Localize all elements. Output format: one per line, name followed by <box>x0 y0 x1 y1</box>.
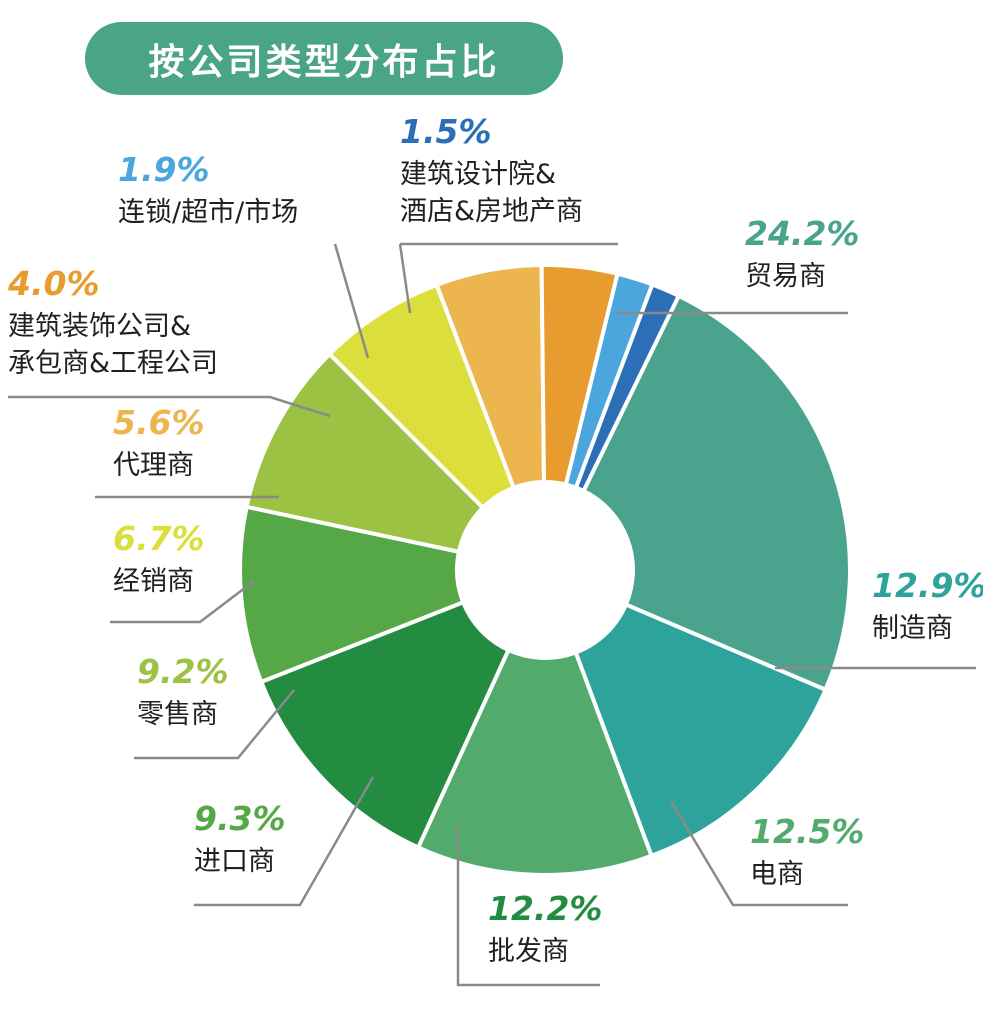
slice-category-label: 零售商 <box>137 699 218 730</box>
slice-percent-label: 4.0% <box>7 264 100 303</box>
pie-slice <box>573 282 681 493</box>
slice-category-label: 建筑设计院& <box>400 159 556 190</box>
slice-category-label: 建筑装饰公司& <box>8 311 191 342</box>
pie-slice <box>573 602 828 858</box>
slice-percent-label: 12.5% <box>750 812 865 851</box>
slices <box>238 263 852 877</box>
slice-category-label: 电商 <box>750 859 804 890</box>
slice-percent-label: 1.5% <box>400 112 492 151</box>
slice-category-label: 制造商 <box>872 613 953 644</box>
slice-category-label: 连锁/超市/市场 <box>118 197 298 228</box>
slice-category-label: 承包商&工程公司 <box>8 348 218 379</box>
pie-slice <box>244 352 485 554</box>
slice-category-label: 代理商 <box>113 450 194 481</box>
slice-percent-label: 9.3% <box>194 799 286 838</box>
slice-category-label: 贸易商 <box>745 261 826 292</box>
slice-category-label: 经销商 <box>113 566 194 597</box>
slice-category-label: 批发商 <box>488 936 569 967</box>
leader-line <box>398 243 412 314</box>
slice-percent-label: 12.2% <box>488 889 603 928</box>
pie-slice <box>416 648 654 877</box>
slice-percent-label: 12.9% <box>872 566 983 605</box>
leader-line <box>669 800 848 907</box>
leader-line <box>333 243 370 359</box>
leader-line <box>456 825 600 987</box>
slice-category-label: 进口商 <box>194 846 275 877</box>
pie-slice <box>581 293 852 692</box>
slice-percent-label: 6.7% <box>113 519 205 558</box>
leader-line <box>134 689 295 760</box>
leader-line <box>110 580 255 624</box>
slice-percent-label: 1.9% <box>118 150 210 189</box>
leader-line <box>8 395 331 418</box>
slice-percent-label: 5.6% <box>113 403 205 442</box>
pie-slice <box>238 504 466 684</box>
slice-percent-label: 24.2% <box>745 214 860 253</box>
slice-category-label: 酒店&房地产商 <box>400 196 583 227</box>
slice-percent-label: 9.2% <box>137 652 229 691</box>
pie-slice <box>259 600 511 850</box>
leader-line <box>194 776 375 907</box>
chart-title: 按公司类型分布占比 <box>85 22 563 95</box>
